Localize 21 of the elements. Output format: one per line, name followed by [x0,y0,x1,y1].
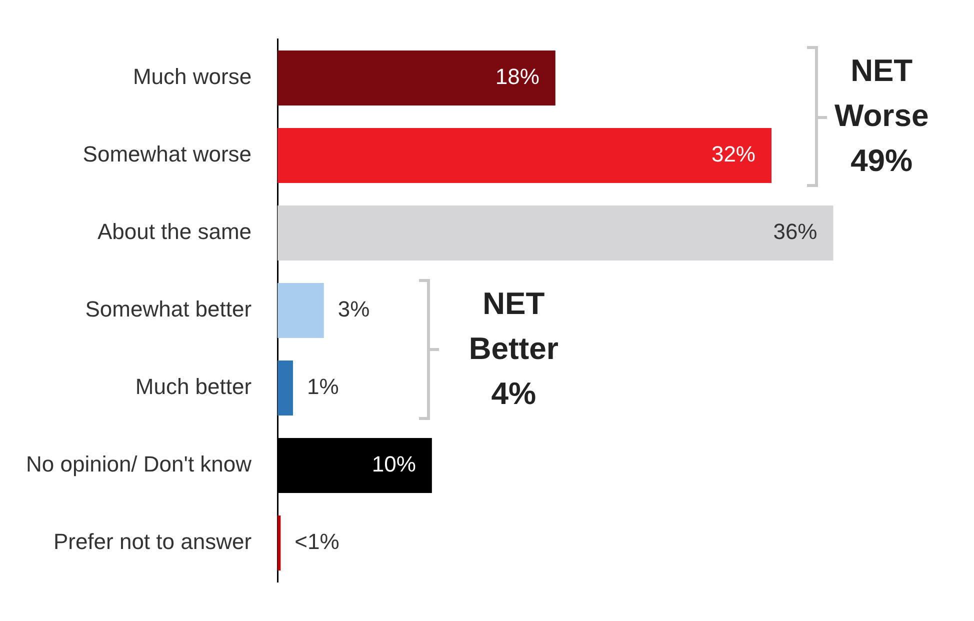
data-label: <1% [294,529,340,554]
y-tick-label: Somewhat worse [82,142,252,167]
data-label: 18% [495,64,540,90]
bar [278,205,834,261]
data-label: 10% [372,452,416,477]
bar [278,50,556,106]
data-label: 1% [306,374,339,400]
text: NET Worse 49% [834,52,929,180]
bar [278,360,293,416]
data-label: 36% [773,219,818,244]
y-tick-label: Much better [135,374,252,400]
y-tick-label: Somewhat better [85,296,252,322]
y-tick-label: Prefer not to answer [53,529,252,554]
y-tick-label: No opinion/ Don't know [26,452,252,477]
y-tick-label: Much worse [132,64,252,90]
y-tick-label: About the same [97,219,252,244]
data-label: 32% [711,142,756,167]
bar [278,128,772,183]
bar [278,282,324,338]
data-label: 3% [338,296,370,322]
annotation: NET Better 4% [468,284,558,413]
